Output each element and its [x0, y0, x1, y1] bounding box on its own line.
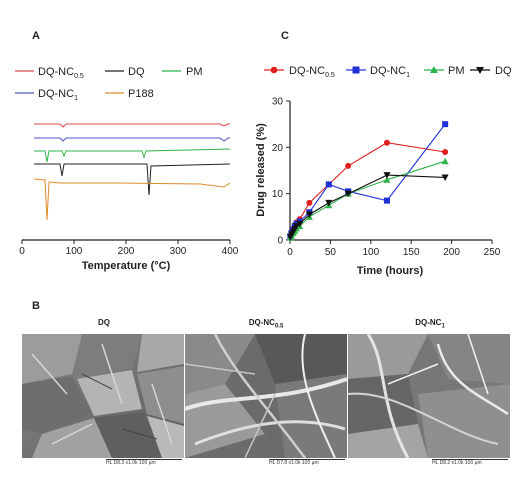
sem-scalebar-dq: HL D8.3 x1.0k 100 µm	[106, 459, 182, 466]
sem-scalebar-dqnc05: HL D7.8 x1.0k 100 µm	[269, 459, 345, 466]
sem-image-dqnc1	[348, 334, 510, 458]
x-tick-label: 150	[403, 247, 420, 258]
release-legend-dqnc1: DQ-NC1	[370, 65, 410, 79]
series-line-1	[289, 123, 446, 237]
data-point-2	[383, 176, 391, 183]
legend-marker-pm	[430, 66, 438, 73]
dsc-legend-p188: P188	[128, 88, 154, 100]
dsc-curve-dqnc1	[34, 137, 230, 142]
legend-marker-dq	[476, 67, 484, 74]
data-point-2	[441, 157, 449, 165]
release-plot	[286, 121, 449, 241]
release-x-axis-title: Time (hours)	[357, 265, 424, 277]
data-point-3	[296, 220, 304, 228]
data-point-0	[306, 199, 313, 206]
dsc-x-tick: 400	[222, 246, 239, 257]
data-point-3	[325, 199, 333, 207]
x-tick-label: 100	[362, 247, 379, 258]
y-tick-label: 30	[272, 97, 284, 108]
dsc-x-tick: 100	[66, 246, 83, 257]
data-point-3	[292, 223, 300, 230]
sem-title-dq: DQ	[98, 318, 110, 327]
release-y-axis-title: Drug released (%)	[255, 123, 267, 217]
sem-image-dqnc05	[185, 334, 347, 458]
dsc-x-tick: 200	[118, 246, 135, 257]
dsc-x-tick: 300	[170, 246, 187, 257]
dsc-curve-pm	[34, 148, 231, 163]
legend-marker-dqnc05	[270, 66, 278, 74]
data-point-0	[442, 148, 449, 155]
release-legend-dqnc05: DQ-NC0.5	[289, 65, 335, 79]
dsc-curve-p188	[33, 178, 231, 221]
y-tick-label: 10	[272, 189, 284, 200]
panel-b-label: B	[32, 300, 40, 312]
data-point-1	[325, 181, 332, 188]
data-point-0	[383, 139, 390, 146]
x-tick-label: 250	[484, 247, 501, 258]
data-point-0	[345, 162, 352, 169]
release-axes: Drug released (%) Time (hours) 0 10 20 30 0 5…	[255, 97, 501, 278]
sem-image-dq	[22, 334, 184, 458]
release-legend: DQ-NC0.5 DQ-NC1 PM DQ	[264, 65, 512, 79]
dsc-x-axis-title: Temperature (°C)	[82, 260, 171, 272]
data-point-3	[305, 211, 313, 219]
series-line-0	[289, 142, 446, 236]
y-tick-label: 0	[277, 236, 283, 247]
release-legend-dq: DQ	[495, 65, 512, 77]
y-tick-label: 20	[272, 143, 284, 154]
dsc-legend-dqnc1: DQ-NC1	[38, 88, 78, 102]
x-tick-label: 0	[287, 247, 293, 258]
dsc-x-axis: 0 100 200 300 400 Temperature (°C)	[19, 239, 239, 272]
panel-c-label: C	[281, 30, 289, 42]
data-point-3	[383, 172, 391, 179]
panel-a-label: A	[32, 30, 40, 42]
dsc-legend-pm: PM	[186, 66, 203, 78]
x-tick-label: 50	[325, 247, 337, 258]
release-legend-pm: PM	[448, 65, 465, 77]
dsc-curve-dq	[34, 163, 231, 196]
data-point-3	[344, 190, 352, 198]
data-point-1	[383, 197, 390, 204]
dsc-legend: DQ-NC0.5 DQ PM DQ-NC1 P188	[15, 66, 203, 102]
dsc-x-tick: 0	[19, 246, 25, 257]
data-point-1	[442, 121, 449, 128]
legend-marker-dqnc1	[352, 66, 360, 74]
sem-title-dqnc1: DQ-NC1	[415, 318, 445, 330]
x-tick-label: 200	[443, 247, 460, 258]
dsc-curve-dqnc05	[34, 123, 230, 128]
release-chart: DQ-NC0.5 DQ-NC1 PM DQ Drug released (%) …	[255, 65, 512, 278]
dsc-chart: DQ-NC0.5 DQ PM DQ-NC1 P188 0 100 200 300…	[15, 66, 239, 272]
sem-title-dqnc05: DQ-NC0.5	[248, 318, 284, 330]
dsc-legend-dq: DQ	[128, 66, 145, 78]
data-point-3	[441, 174, 449, 181]
sem-scalebar-dqnc1: HL D8.2 x1.0k 100 µm	[432, 459, 508, 466]
dsc-legend-dqnc05: DQ-NC0.5	[38, 66, 84, 80]
